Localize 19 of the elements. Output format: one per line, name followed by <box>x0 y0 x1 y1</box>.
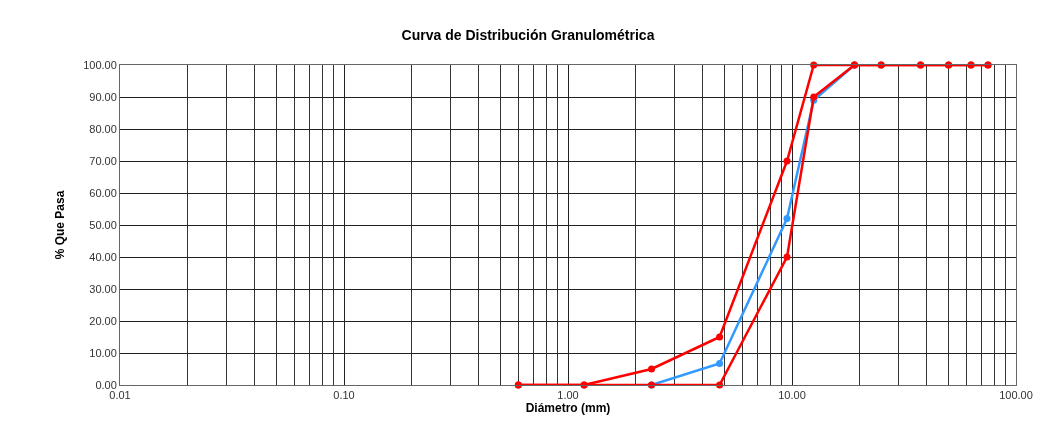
y-axis-title: % Que Pasa <box>53 190 68 260</box>
y-tick-label: 100.00 <box>83 58 117 71</box>
x-tick-label: 1.00 <box>557 389 579 402</box>
y-tick-label: 10.00 <box>89 346 117 359</box>
y-tick-label: 90.00 <box>89 90 117 103</box>
y-tick-label: 60.00 <box>89 186 117 199</box>
y-tick-label: 40.00 <box>89 250 117 263</box>
y-tick-label: 70.00 <box>89 154 117 167</box>
x-tick-label: 100.00 <box>999 389 1033 402</box>
chart-title: Curva de Distribución Granulométrica <box>401 26 655 43</box>
y-tick-label: 0.00 <box>95 378 117 391</box>
y-tick-label: 30.00 <box>89 282 117 295</box>
y-tick-label: 50.00 <box>89 218 117 231</box>
x-axis-title: Diámetro (mm) <box>525 401 611 416</box>
y-tick-label: 20.00 <box>89 314 117 327</box>
y-tick-label: 80.00 <box>89 122 117 135</box>
x-tick-label: 10.00 <box>778 389 806 402</box>
x-tick-label: 0.10 <box>333 389 355 402</box>
x-tick-label: 0.01 <box>109 389 131 402</box>
